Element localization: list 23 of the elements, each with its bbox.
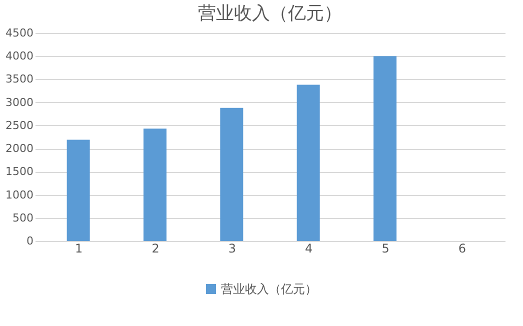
y-tick-label: 500 bbox=[12, 211, 34, 224]
x-tick-label: 1 bbox=[75, 242, 83, 256]
bar bbox=[144, 128, 166, 241]
y-tick-label: 1000 bbox=[6, 188, 34, 202]
x-tick-label: 2 bbox=[152, 242, 160, 256]
chart-title: 营业收入（亿元） bbox=[198, 3, 342, 24]
y-tick-label: 1500 bbox=[6, 165, 34, 178]
x-tick-label: 5 bbox=[382, 242, 390, 256]
bar bbox=[220, 108, 244, 241]
y-tick-label: 4500 bbox=[6, 26, 34, 40]
y-tick-label: 3500 bbox=[6, 72, 34, 86]
y-tick-label: 3000 bbox=[6, 96, 34, 109]
y-tick-label: 2000 bbox=[6, 142, 34, 156]
x-tick-label: 4 bbox=[305, 242, 313, 256]
y-tick-label: 0 bbox=[26, 234, 34, 248]
legend-label: 营业收入（亿元） bbox=[221, 282, 317, 296]
bar bbox=[296, 84, 320, 241]
y-tick-label: 2500 bbox=[6, 118, 34, 132]
bar bbox=[66, 140, 90, 241]
x-tick-label: 3 bbox=[228, 242, 236, 256]
y-tick-label: 4000 bbox=[6, 50, 34, 63]
x-tick-label: 6 bbox=[458, 242, 466, 256]
bar bbox=[374, 56, 396, 241]
